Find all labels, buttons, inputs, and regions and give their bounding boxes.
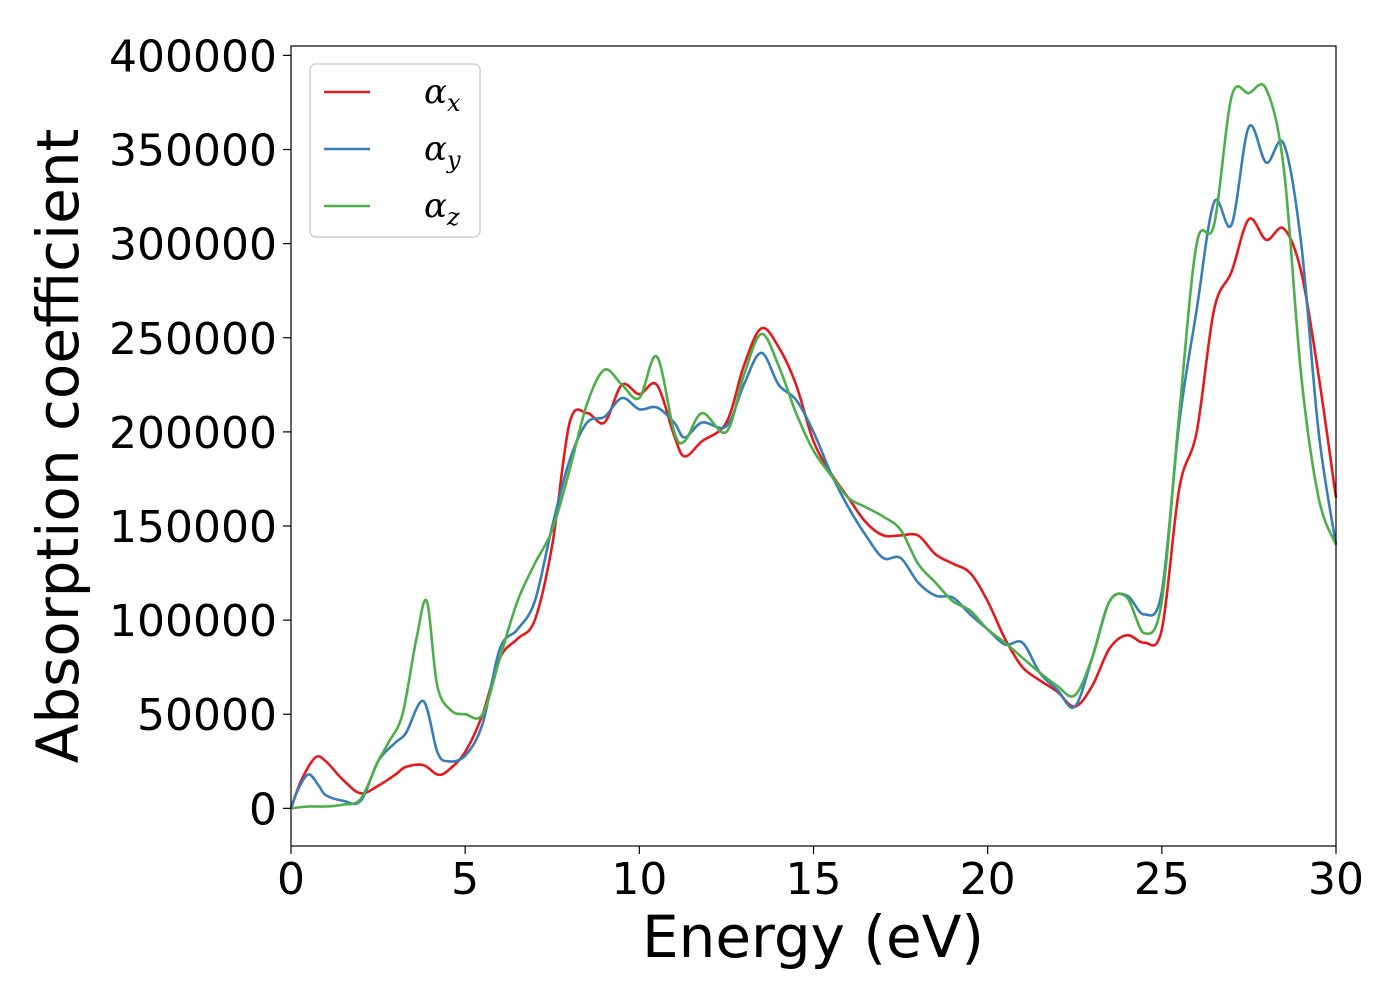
x-tick-label: 0: [277, 854, 305, 905]
y-tick-label: 150000: [109, 502, 277, 553]
legend-box: [309, 63, 481, 238]
x-axis-ticks: 0 5 10 15 20 25 30: [277, 846, 1364, 905]
x-axis-label: Energy (eV): [642, 903, 984, 971]
x-tick-label: 20: [960, 854, 1016, 905]
x-tick-label: 10: [611, 854, 667, 905]
y-tick-label: 250000: [109, 314, 277, 365]
y-tick-label: 50000: [137, 690, 277, 741]
y-tick-label: 0: [249, 784, 277, 835]
x-tick-label: 5: [451, 854, 479, 905]
y-axis-label: Absorption coefficient: [24, 129, 92, 764]
x-tick-label: 25: [1134, 854, 1190, 905]
x-tick-label: 15: [786, 854, 842, 905]
y-tick-label: 300000: [109, 220, 277, 271]
y-axis-ticks: 0 50000 100000 150000 200000 250000 300000 3500…: [109, 31, 291, 835]
x-tick-label: 30: [1308, 854, 1364, 905]
y-tick-label: 400000: [109, 31, 277, 82]
plot-lines: [289, 83, 1338, 810]
y-tick-label: 200000: [109, 408, 277, 459]
y-tick-label: 100000: [109, 596, 277, 647]
series-line-3: [290, 83, 1338, 810]
series-line-1: [289, 217, 1338, 809]
y-tick-label: 350000: [109, 126, 277, 177]
